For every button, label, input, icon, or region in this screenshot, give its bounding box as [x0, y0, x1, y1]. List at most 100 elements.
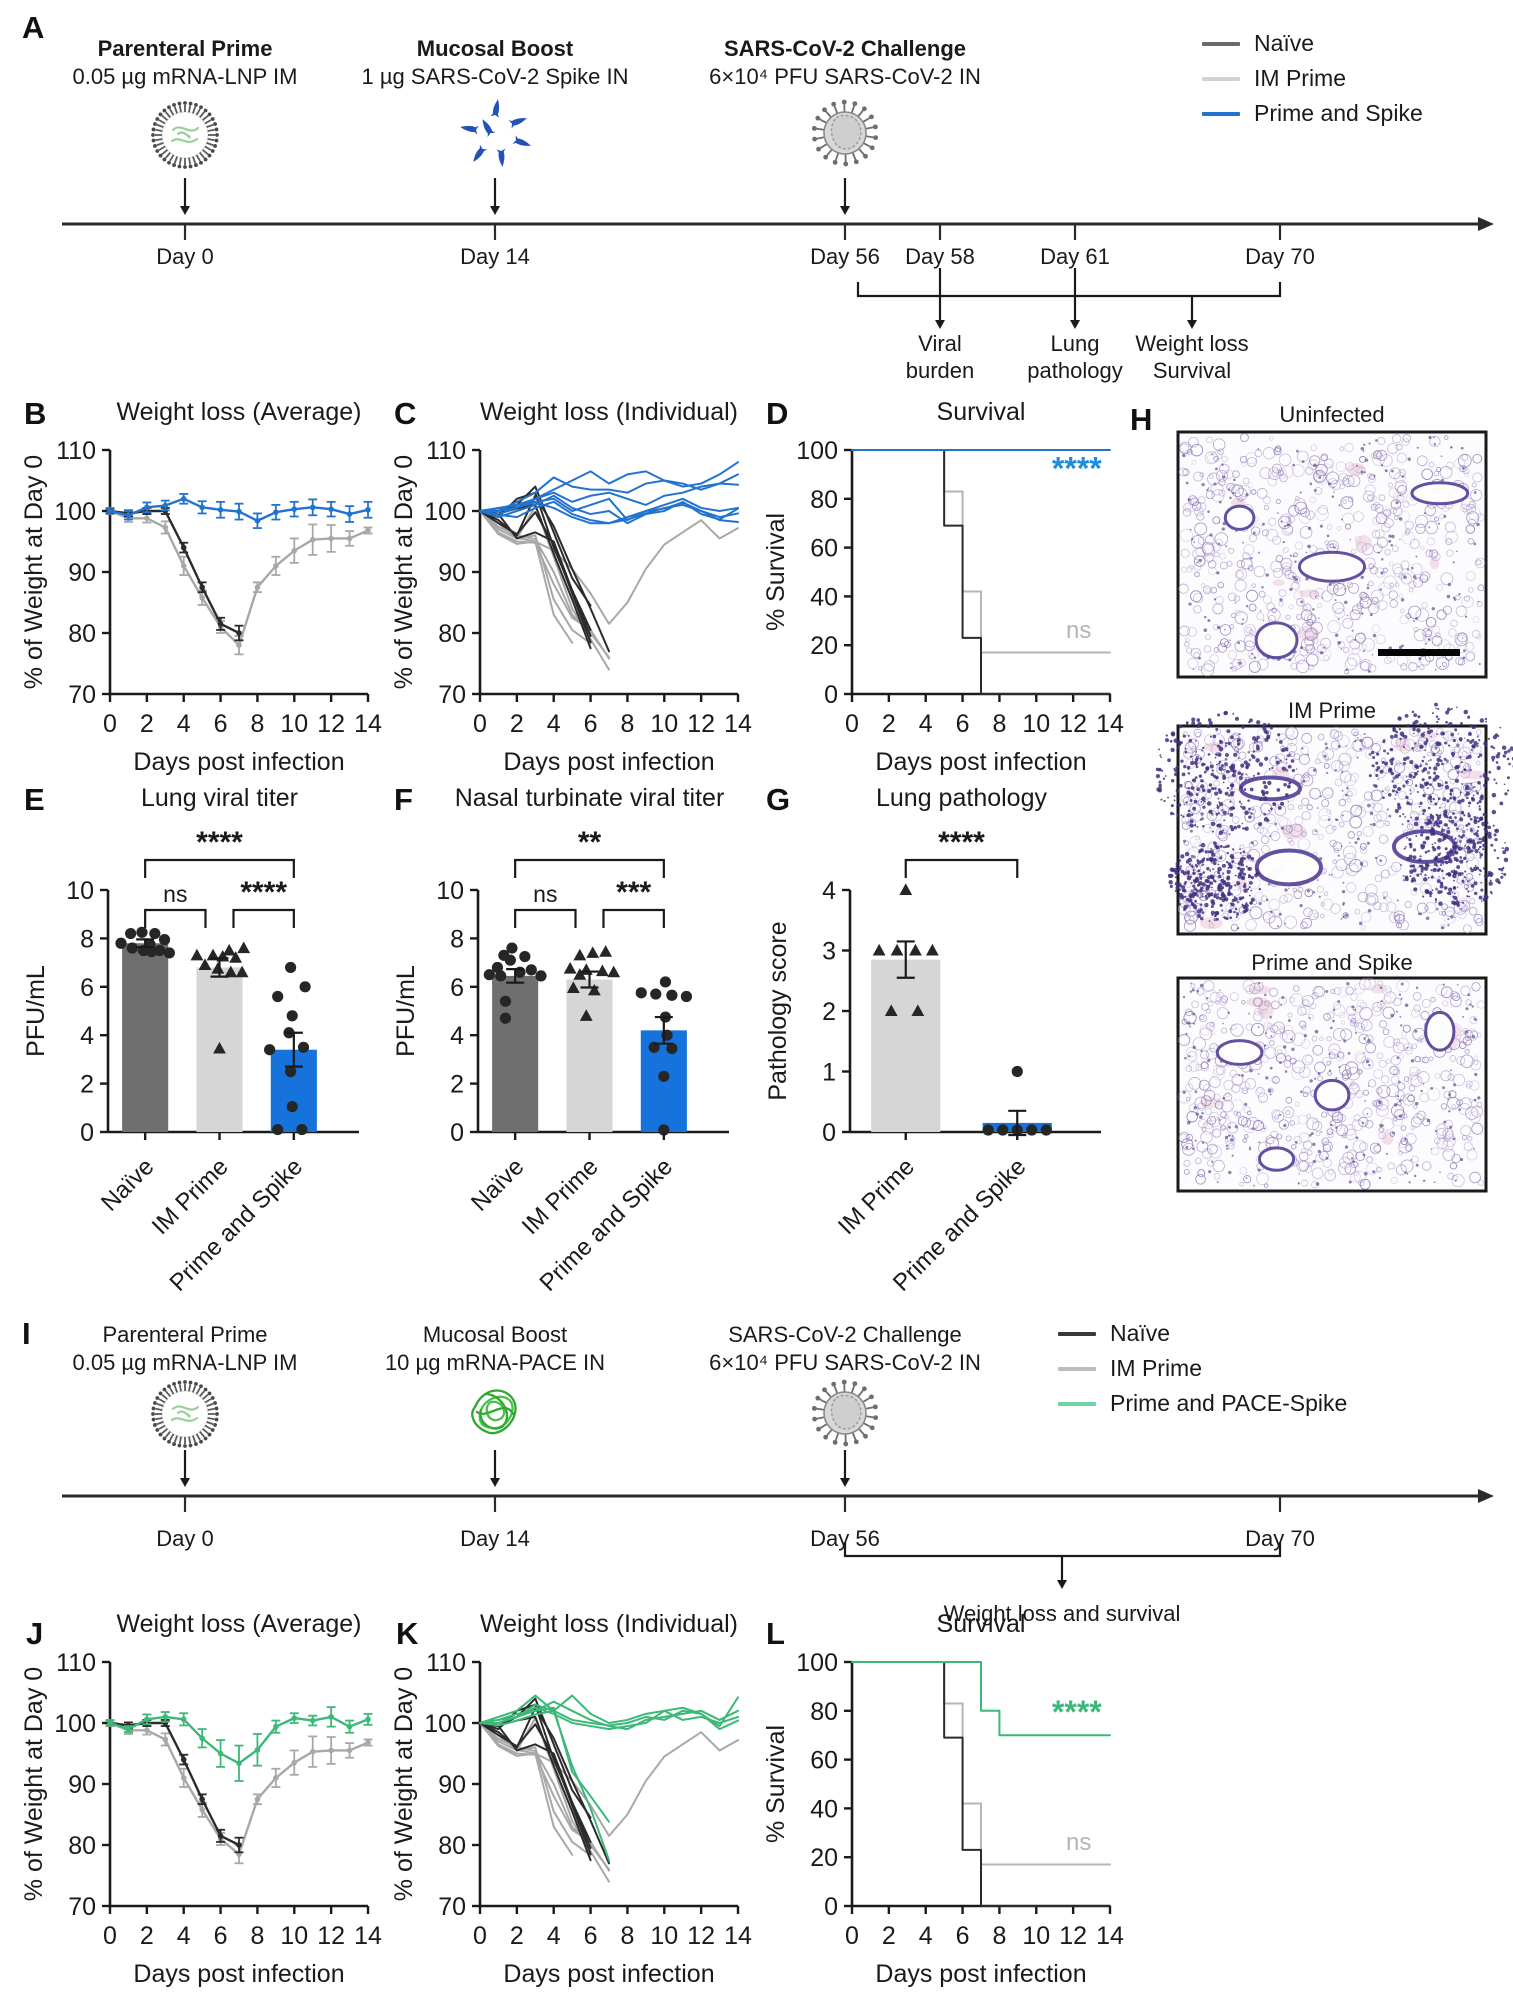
legend-item-im-prime: IM Prime — [1058, 1351, 1347, 1386]
svg-text:12: 12 — [317, 710, 345, 738]
svg-text:Weight loss (Individual): Weight loss (Individual) — [480, 1610, 738, 1638]
svg-text:Prime and Spike: Prime and Spike — [164, 1153, 308, 1297]
svg-text:Survival: Survival — [937, 1610, 1026, 1638]
svg-text:8: 8 — [992, 710, 1006, 738]
histology-title-uninfected: Uninfected — [1279, 402, 1385, 427]
panel-letter-A: A — [22, 10, 45, 45]
legend-label: IM Prime — [1254, 65, 1346, 91]
svg-text:110: 110 — [426, 437, 466, 465]
step3-subtitle: 6×10⁴ PFU SARS-CoV-2 IN — [709, 64, 981, 89]
svg-text:Nasal turbinate viral titer: Nasal turbinate viral titer — [455, 784, 725, 812]
svg-text:Pathology score: Pathology score — [764, 921, 792, 1100]
svg-text:Days post infection: Days post infection — [133, 748, 344, 776]
svg-text:12: 12 — [1059, 710, 1087, 738]
svg-text:80: 80 — [438, 1832, 466, 1860]
svg-text:90: 90 — [68, 559, 96, 587]
timeline-schematic-1 — [62, 99, 1494, 329]
svg-text:70: 70 — [68, 681, 96, 709]
lnp-icon — [151, 1380, 219, 1448]
svg-text:6: 6 — [584, 710, 598, 738]
svg-text:12: 12 — [687, 1922, 715, 1950]
panel-letter-K: K — [396, 1616, 419, 1651]
svg-text:80: 80 — [68, 1832, 96, 1860]
prime-and-spike-line-swatch — [1202, 111, 1240, 116]
svg-text:0: 0 — [450, 1119, 464, 1147]
panel-letter-I: I — [22, 1316, 31, 1351]
svg-text:4: 4 — [822, 877, 836, 905]
readout-line: pathology — [1027, 358, 1123, 383]
day-label: Day 58 — [905, 244, 975, 269]
chart-weight-loss-individual-2: Weight loss (Individual) 70 80 90 100 110 0 2 4 6… — [390, 1610, 752, 1988]
svg-text:70: 70 — [68, 1893, 96, 1921]
readout-viral-burden: Viral burden — [906, 330, 975, 384]
naive-line-swatch — [1202, 41, 1240, 46]
svg-text:10: 10 — [66, 877, 94, 905]
svg-text:100: 100 — [424, 498, 466, 526]
svg-text:6: 6 — [450, 974, 464, 1002]
svg-text:ns: ns — [1066, 617, 1091, 644]
svg-text:12: 12 — [687, 710, 715, 738]
im-prime-line-swatch — [1202, 76, 1240, 81]
svg-text:90: 90 — [438, 1771, 466, 1799]
svg-text:0: 0 — [824, 681, 838, 709]
mrna-pace-icon — [471, 1389, 517, 1435]
svg-text:100: 100 — [54, 1710, 96, 1738]
panel-letter-G: G — [766, 782, 791, 817]
svg-text:0: 0 — [845, 710, 859, 738]
histology-image-prime-and-spike — [1176, 976, 1488, 1193]
svg-text:1: 1 — [822, 1059, 836, 1087]
svg-text:2: 2 — [80, 1071, 94, 1099]
svg-text:0: 0 — [822, 1119, 836, 1147]
svg-text:14: 14 — [724, 1922, 752, 1950]
panel-letter-D: D — [766, 396, 789, 431]
svg-text:% Survival: % Survival — [762, 513, 790, 631]
svg-text:40: 40 — [810, 583, 838, 611]
svg-text:% of Weight at Day 0: % of Weight at Day 0 — [390, 1667, 418, 1901]
legend-item-prime-and-pace-spike: Prime and PACE-Spike — [1058, 1386, 1347, 1421]
svg-text:**: ** — [578, 826, 602, 859]
svg-text:Lung viral titer: Lung viral titer — [141, 784, 298, 812]
svg-text:6: 6 — [80, 974, 94, 1002]
step2-title-i: Mucosal Boost — [422, 1322, 568, 1347]
readout-line: Survival — [1152, 358, 1232, 383]
svg-text:2: 2 — [140, 710, 154, 738]
panel-letter-H: H — [1130, 402, 1153, 437]
step3-subtitle-i: 6×10⁴ PFU SARS-CoV-2 IN — [709, 1350, 981, 1375]
svg-text:PFU/mL: PFU/mL — [22, 965, 50, 1057]
naive-line-swatch — [1058, 1331, 1096, 1336]
svg-text:60: 60 — [810, 1747, 838, 1775]
svg-text:Days post infection: Days post infection — [133, 1960, 344, 1988]
day-label: Day 61 — [1040, 244, 1110, 269]
svg-text:6: 6 — [956, 1922, 970, 1950]
legend-label: Naïve — [1110, 1320, 1171, 1346]
svg-text:80: 80 — [68, 620, 96, 648]
svg-text:100: 100 — [796, 437, 838, 465]
svg-text:14: 14 — [354, 710, 382, 738]
step1-title: Parenteral Prime — [97, 36, 273, 61]
readout-lung-pathology: Lung pathology — [1027, 330, 1122, 384]
svg-text:6: 6 — [214, 1922, 228, 1950]
chart-weight-loss-average-1: Weight loss (Average) 70 80 90 100 110 0 2 4 6 8 10… — [20, 398, 382, 776]
sars-cov-2-virion-icon — [811, 99, 879, 167]
svg-text:0: 0 — [845, 1922, 859, 1950]
legend-item-naive: Naïve — [1202, 26, 1423, 61]
legend-item-naive: Naïve — [1058, 1316, 1347, 1351]
svg-text:110: 110 — [56, 1649, 96, 1677]
svg-text:10: 10 — [1022, 1922, 1050, 1950]
histology-image-uninfected — [1176, 430, 1488, 679]
svg-text:12: 12 — [1059, 1922, 1087, 1950]
svg-text:100: 100 — [424, 1710, 466, 1738]
svg-text:6: 6 — [214, 710, 228, 738]
svg-text:Prime and Spike: Prime and Spike — [534, 1153, 678, 1297]
svg-text:20: 20 — [810, 1844, 838, 1872]
legend-panel-i: Naïve IM Prime Prime and PACE-Spike — [1058, 1316, 1347, 1421]
day-label: Day 0 — [156, 1526, 214, 1551]
svg-text:Weight loss (Individual): Weight loss (Individual) — [480, 398, 738, 426]
svg-text:****: **** — [938, 826, 985, 859]
panel-letter-J: J — [26, 1616, 44, 1651]
legend-label: IM Prime — [1110, 1355, 1202, 1381]
readout-weightloss-survival: Weight loss Survival — [1135, 330, 1248, 384]
panel-letter-L: L — [766, 1616, 785, 1651]
